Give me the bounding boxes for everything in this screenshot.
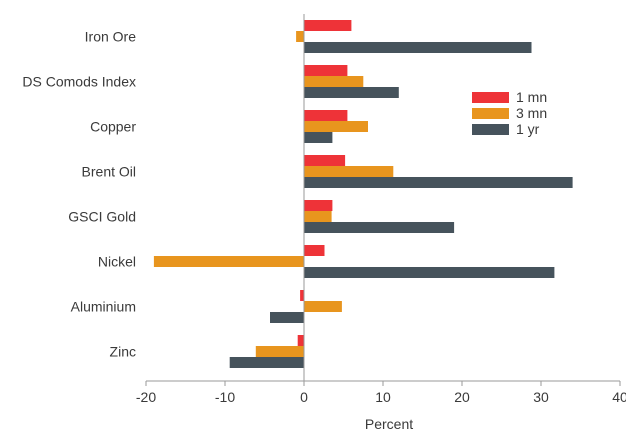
bar-brent-oil-1-yr	[304, 177, 573, 188]
x-tick-label: -20	[136, 389, 156, 405]
legend: 1 mn3 mn1 yr	[472, 89, 547, 137]
bar-zinc-1-yr	[229, 357, 304, 368]
category-labels: Iron Ore DS Comods Index Copper Brent Oil GS…	[22, 29, 136, 360]
bar-brent-oil-1-mn	[304, 155, 346, 166]
legend-swatch	[472, 124, 509, 135]
bar-ds-comods-index-1-yr	[304, 87, 399, 98]
bar-gsci-gold-3-mn	[304, 211, 332, 222]
x-tick-label: 10	[375, 389, 391, 405]
bar-ds-comods-index-1-mn	[304, 65, 348, 76]
category-label: Nickel	[98, 254, 136, 270]
bar-nickel-3-mn	[153, 256, 304, 267]
category-label: Brent Oil	[82, 164, 136, 180]
x-tick-label: 40	[612, 389, 626, 405]
bar-aluminium-1-mn	[300, 290, 304, 301]
category-label: Copper	[90, 119, 136, 135]
bar-nickel-1-yr	[304, 267, 555, 278]
category-label: Aluminium	[71, 299, 136, 315]
bar-zinc-3-mn	[255, 346, 304, 357]
x-axis-ticks: -20 -10 0 10 20 30 40	[136, 381, 626, 405]
x-tick-label: 0	[300, 389, 308, 405]
bar-iron-ore-1-mn	[304, 20, 352, 31]
bar-gsci-gold-1-yr	[304, 222, 455, 233]
legend-label: 1 yr	[516, 121, 540, 137]
legend-label: 1 mn	[516, 89, 547, 105]
category-label: Iron Ore	[85, 29, 137, 45]
bar-zinc-1-mn	[297, 335, 304, 346]
x-tick-label: 20	[454, 389, 470, 405]
x-axis-title: Percent	[365, 416, 413, 430]
legend-swatch	[472, 108, 509, 119]
bar-gsci-gold-1-mn	[304, 200, 333, 211]
category-label: Zinc	[110, 344, 136, 360]
bar-copper-1-yr	[304, 132, 333, 143]
bar-copper-1-mn	[304, 110, 348, 121]
category-label: GSCI Gold	[68, 209, 136, 225]
bar-iron-ore-1-yr	[304, 42, 532, 53]
bar-aluminium-3-mn	[304, 301, 342, 312]
bar-iron-ore-3-mn	[296, 31, 304, 42]
bars-group	[153, 20, 573, 368]
bar-brent-oil-3-mn	[304, 166, 394, 177]
category-label: DS Comods Index	[22, 74, 136, 90]
x-tick-label: 30	[533, 389, 549, 405]
bar-aluminium-1-yr	[270, 312, 304, 323]
bar-copper-3-mn	[304, 121, 368, 132]
x-tick-label: -10	[215, 389, 235, 405]
bar-nickel-1-mn	[304, 245, 325, 256]
legend-label: 3 mn	[516, 105, 547, 121]
legend-swatch	[472, 92, 509, 103]
bar-ds-comods-index-3-mn	[304, 76, 364, 87]
